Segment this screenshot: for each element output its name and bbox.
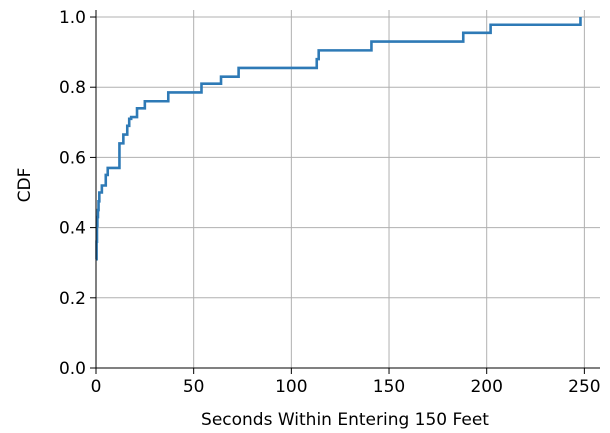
x-tick-label: 100: [275, 377, 307, 397]
x-tick-label: 150: [373, 377, 405, 397]
y-tick-label: 0.6: [59, 148, 86, 168]
cdf-line: [95, 17, 582, 261]
y-axis-label: CDF: [15, 168, 35, 203]
x-tick-label: 50: [183, 377, 205, 397]
grid-lines: [95, 10, 600, 369]
y-axis-ticks: 0.0 0.2 0.4 0.6 0.8 1.0: [59, 8, 96, 379]
y-tick-label: 0.0: [59, 359, 86, 379]
x-axis-ticks: 0 50 100 150 200 250: [91, 368, 601, 397]
x-tick-label: 250: [568, 377, 600, 397]
y-tick-label: 0.2: [59, 289, 86, 309]
y-tick-label: 1.0: [59, 8, 86, 28]
x-tick-label: 0: [91, 377, 102, 397]
x-tick-label: 200: [470, 377, 502, 397]
y-tick-label: 0.8: [59, 78, 86, 98]
x-axis-label: Seconds Within Entering 150 Feet: [201, 410, 489, 430]
y-tick-label: 0.4: [59, 219, 86, 239]
